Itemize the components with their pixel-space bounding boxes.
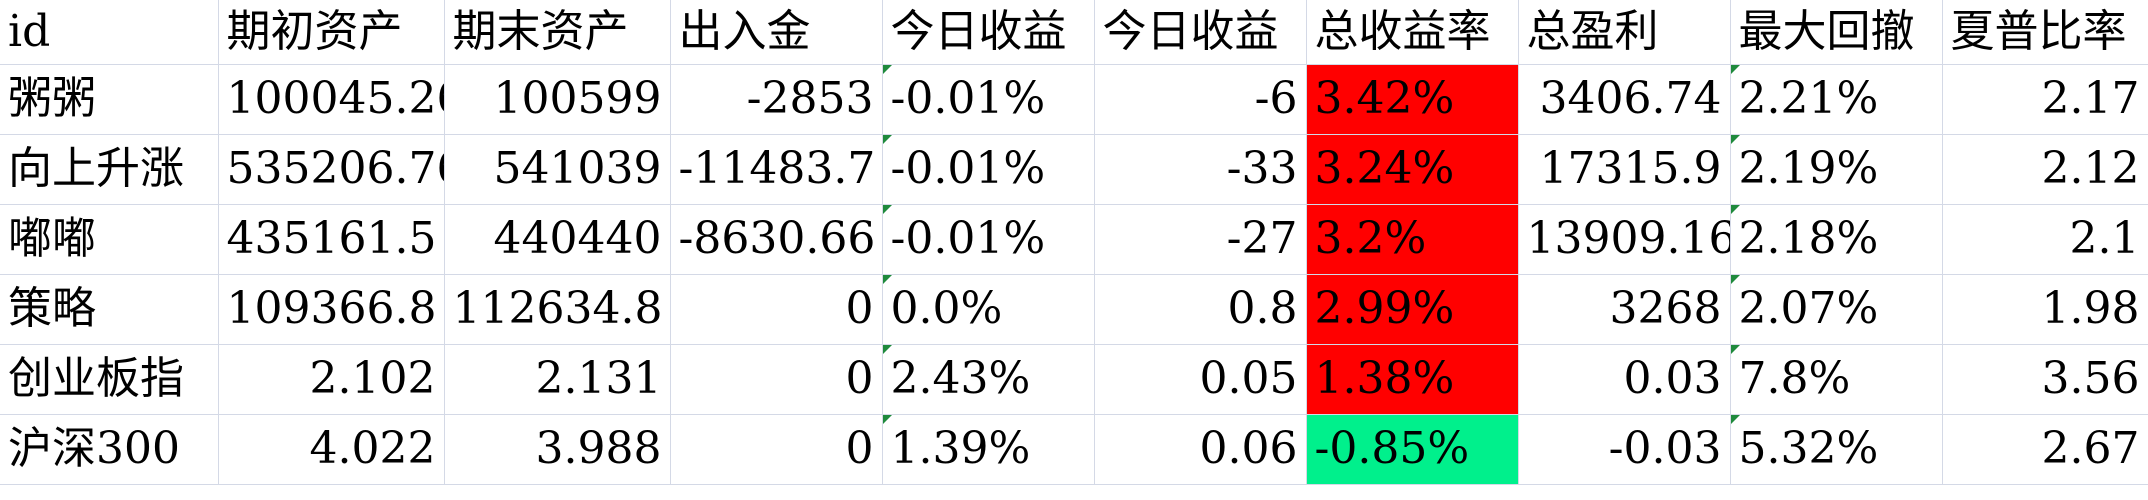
- cell-start-assets[interactable]: 2.102: [218, 344, 445, 415]
- cell-sharpe[interactable]: 2.1: [1942, 204, 2148, 275]
- cell-flow[interactable]: 0: [670, 414, 883, 485]
- table-body: 粥粥 100045.26 100599 -2853 -0.01% -6 3.42% 3406.…: [0, 64, 2148, 485]
- cell-max-drawdown[interactable]: 2.18%: [1730, 204, 1943, 275]
- table-row: 嘟嘟 435161.5 440440 -8630.66 -0.01% -27 3.2% 139…: [0, 204, 2148, 275]
- header-cell-id[interactable]: id: [0, 0, 219, 65]
- cell-total-return-rate[interactable]: 3.42%: [1306, 64, 1519, 135]
- cell-total-profit[interactable]: 3406.74: [1518, 64, 1731, 135]
- table-row: 创业板指 2.102 2.131 0 2.43% 0.05 1.38% 0.03 7.8% 3.5…: [0, 344, 2148, 415]
- cell-total-return-rate[interactable]: 1.38%: [1306, 344, 1519, 415]
- cell-today-return-rate[interactable]: -0.01%: [882, 64, 1095, 135]
- cell-end-assets[interactable]: 112634.8: [444, 274, 671, 345]
- header-cell-sharpe[interactable]: 夏普比率: [1942, 0, 2148, 65]
- cell-flow[interactable]: -8630.66: [670, 204, 883, 275]
- cell-max-drawdown[interactable]: 7.8%: [1730, 344, 1943, 415]
- header-cell-today-return[interactable]: 今日收益: [1094, 0, 1307, 65]
- cell-sharpe[interactable]: 2.67: [1942, 414, 2148, 485]
- cell-id[interactable]: 沪深300: [0, 414, 219, 485]
- cell-start-assets[interactable]: 435161.5: [218, 204, 445, 275]
- cell-total-profit[interactable]: -0.03: [1518, 414, 1731, 485]
- cell-flow[interactable]: 0: [670, 274, 883, 345]
- cell-max-drawdown[interactable]: 2.07%: [1730, 274, 1943, 345]
- table-row: 粥粥 100045.26 100599 -2853 -0.01% -6 3.42% 3406.…: [0, 64, 2148, 135]
- cell-id[interactable]: 粥粥: [0, 64, 219, 135]
- cell-today-return[interactable]: -27: [1094, 204, 1307, 275]
- cell-end-assets[interactable]: 100599: [444, 64, 671, 135]
- header-cell-total-profit[interactable]: 总盈利: [1518, 0, 1731, 65]
- cell-end-assets[interactable]: 541039: [444, 134, 671, 205]
- cell-sharpe[interactable]: 2.17: [1942, 64, 2148, 135]
- cell-end-assets[interactable]: 2.131: [444, 344, 671, 415]
- cell-id[interactable]: 策略: [0, 274, 219, 345]
- cell-today-return[interactable]: 0.06: [1094, 414, 1307, 485]
- header-cell-total-return-rate[interactable]: 总收益率: [1306, 0, 1519, 65]
- cell-total-profit[interactable]: 13909.16: [1518, 204, 1731, 275]
- table-row: 策略 109366.8 112634.8 0 0.0% 0.8 2.99% 3268 2.07%…: [0, 274, 2148, 345]
- cell-id[interactable]: 向上升涨: [0, 134, 219, 205]
- table-row: 沪深300 4.022 3.988 0 1.39% 0.06 -0.85% -0.03 5.32…: [0, 414, 2148, 485]
- cell-today-return-rate[interactable]: 2.43%: [882, 344, 1095, 415]
- cell-today-return[interactable]: 0.8: [1094, 274, 1307, 345]
- cell-today-return-rate[interactable]: 1.39%: [882, 414, 1095, 485]
- cell-start-assets[interactable]: 109366.8: [218, 274, 445, 345]
- cell-total-profit[interactable]: 17315.9: [1518, 134, 1731, 205]
- cell-sharpe[interactable]: 1.98: [1942, 274, 2148, 345]
- table-row: 向上升涨 535206.76 541039 -11483.7 -0.01% -33 3.24…: [0, 134, 2148, 205]
- cell-total-return-rate[interactable]: 2.99%: [1306, 274, 1519, 345]
- cell-flow[interactable]: -11483.7: [670, 134, 883, 205]
- cell-total-return-rate[interactable]: -0.85%: [1306, 414, 1519, 485]
- header-cell-flow[interactable]: 出入金: [670, 0, 883, 65]
- header-cell-today-return-rate[interactable]: 今日收益: [882, 0, 1095, 65]
- cell-today-return-rate[interactable]: 0.0%: [882, 274, 1095, 345]
- cell-total-return-rate[interactable]: 3.2%: [1306, 204, 1519, 275]
- cell-total-profit[interactable]: 3268: [1518, 274, 1731, 345]
- cell-flow[interactable]: -2853: [670, 64, 883, 135]
- cell-today-return[interactable]: -6: [1094, 64, 1307, 135]
- cell-today-return[interactable]: 0.05: [1094, 344, 1307, 415]
- cell-flow[interactable]: 0: [670, 344, 883, 415]
- cell-sharpe[interactable]: 2.12: [1942, 134, 2148, 205]
- cell-id[interactable]: 创业板指: [0, 344, 219, 415]
- cell-end-assets[interactable]: 3.988: [444, 414, 671, 485]
- cell-max-drawdown[interactable]: 2.21%: [1730, 64, 1943, 135]
- cell-total-profit[interactable]: 0.03: [1518, 344, 1731, 415]
- cell-max-drawdown[interactable]: 2.19%: [1730, 134, 1943, 205]
- cell-today-return-rate[interactable]: -0.01%: [882, 204, 1095, 275]
- cell-today-return[interactable]: -33: [1094, 134, 1307, 205]
- header-cell-max-drawdown[interactable]: 最大回撤: [1730, 0, 1943, 65]
- cell-end-assets[interactable]: 440440: [444, 204, 671, 275]
- header-row: id 期初资产 期末资产 出入金 今日收益 今日收益 总收益率 总盈利 最大回撤…: [0, 0, 2148, 65]
- cell-total-return-rate[interactable]: 3.24%: [1306, 134, 1519, 205]
- cell-id[interactable]: 嘟嘟: [0, 204, 219, 275]
- header-cell-end-assets[interactable]: 期末资产: [444, 0, 671, 65]
- cell-start-assets[interactable]: 4.022: [218, 414, 445, 485]
- spreadsheet-table: id 期初资产 期末资产 出入金 今日收益 今日收益 总收益率 总盈利 最大回撤…: [0, 0, 2148, 485]
- cell-start-assets[interactable]: 535206.76: [218, 134, 445, 205]
- cell-start-assets[interactable]: 100045.26: [218, 64, 445, 135]
- cell-max-drawdown[interactable]: 5.32%: [1730, 414, 1943, 485]
- cell-today-return-rate[interactable]: -0.01%: [882, 134, 1095, 205]
- cell-sharpe[interactable]: 3.56: [1942, 344, 2148, 415]
- header-cell-start-assets[interactable]: 期初资产: [218, 0, 445, 65]
